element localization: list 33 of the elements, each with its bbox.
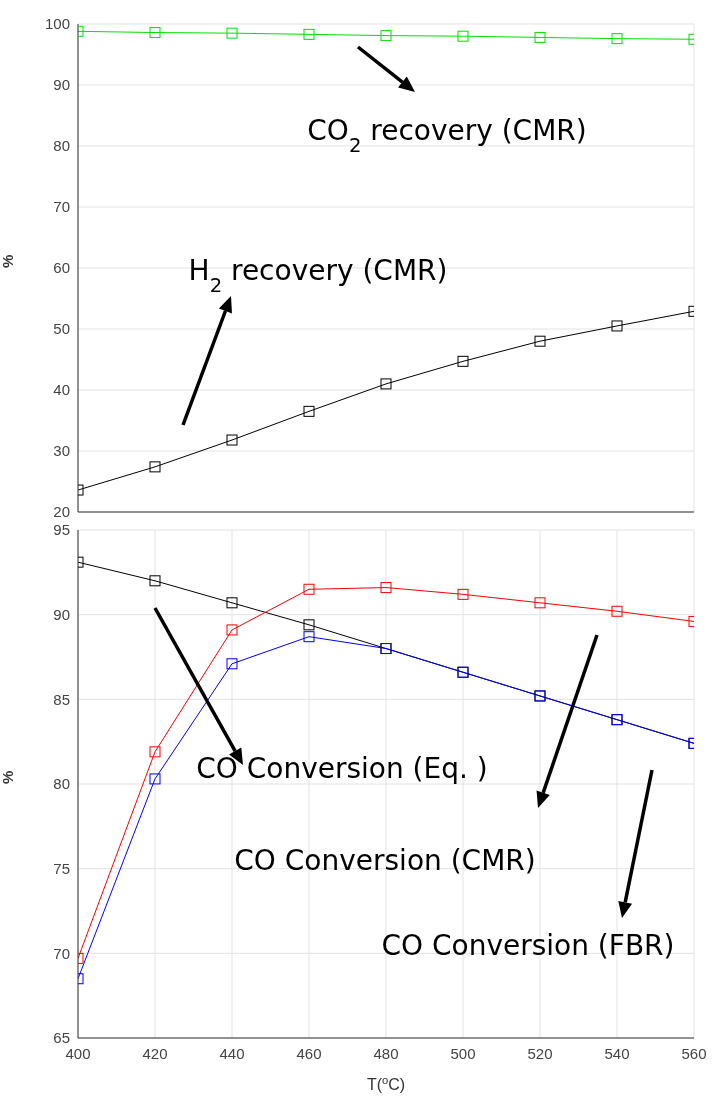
x-tick-label: 480 [373,1044,399,1062]
y-tick-label: 20 [53,503,70,521]
annotation: CO Conversion (FBR) [381,929,675,962]
x-tick-label: 440 [219,1044,245,1062]
y-tick-label: 95 [53,521,70,539]
x-tick-label: 400 [65,1044,91,1062]
x-tick-label: 520 [527,1044,553,1062]
x-tick-label: 420 [142,1044,168,1062]
x-tick-label: 540 [604,1044,630,1062]
annotation: CO$_{2}$ recovery (CMR) [307,114,587,157]
y-tick-label: 30 [53,442,70,460]
y-tick-label: 70 [53,944,70,962]
y-axis-title: % [0,770,17,784]
x-axis-title: T($^{o}$C) [366,1074,406,1093]
y-tick-label: 100 [44,15,70,33]
annotation: H$_{2}$ recovery (CMR) [188,254,448,297]
y-tick-label: 80 [53,775,70,793]
y-tick-label: 65 [53,1029,70,1047]
annotation: CO Conversion (Eq. ) [196,752,488,785]
y-tick-label: 90 [53,76,70,94]
y-tick-label: 60 [53,259,70,277]
x-tick-label: 560 [681,1044,707,1062]
y-tick-label: 70 [53,198,70,216]
y-tick-label: 85 [53,690,70,708]
y-axis-title: % [0,254,17,268]
y-tick-label: 80 [53,137,70,155]
y-tick-label: 40 [53,381,70,399]
annotation: CO Conversion (CMR) [234,844,536,877]
y-tick-label: 90 [53,605,70,623]
x-tick-label: 460 [296,1044,322,1062]
x-tick-label: 500 [450,1044,476,1062]
y-tick-label: 75 [53,859,70,877]
y-tick-label: 50 [53,320,70,338]
